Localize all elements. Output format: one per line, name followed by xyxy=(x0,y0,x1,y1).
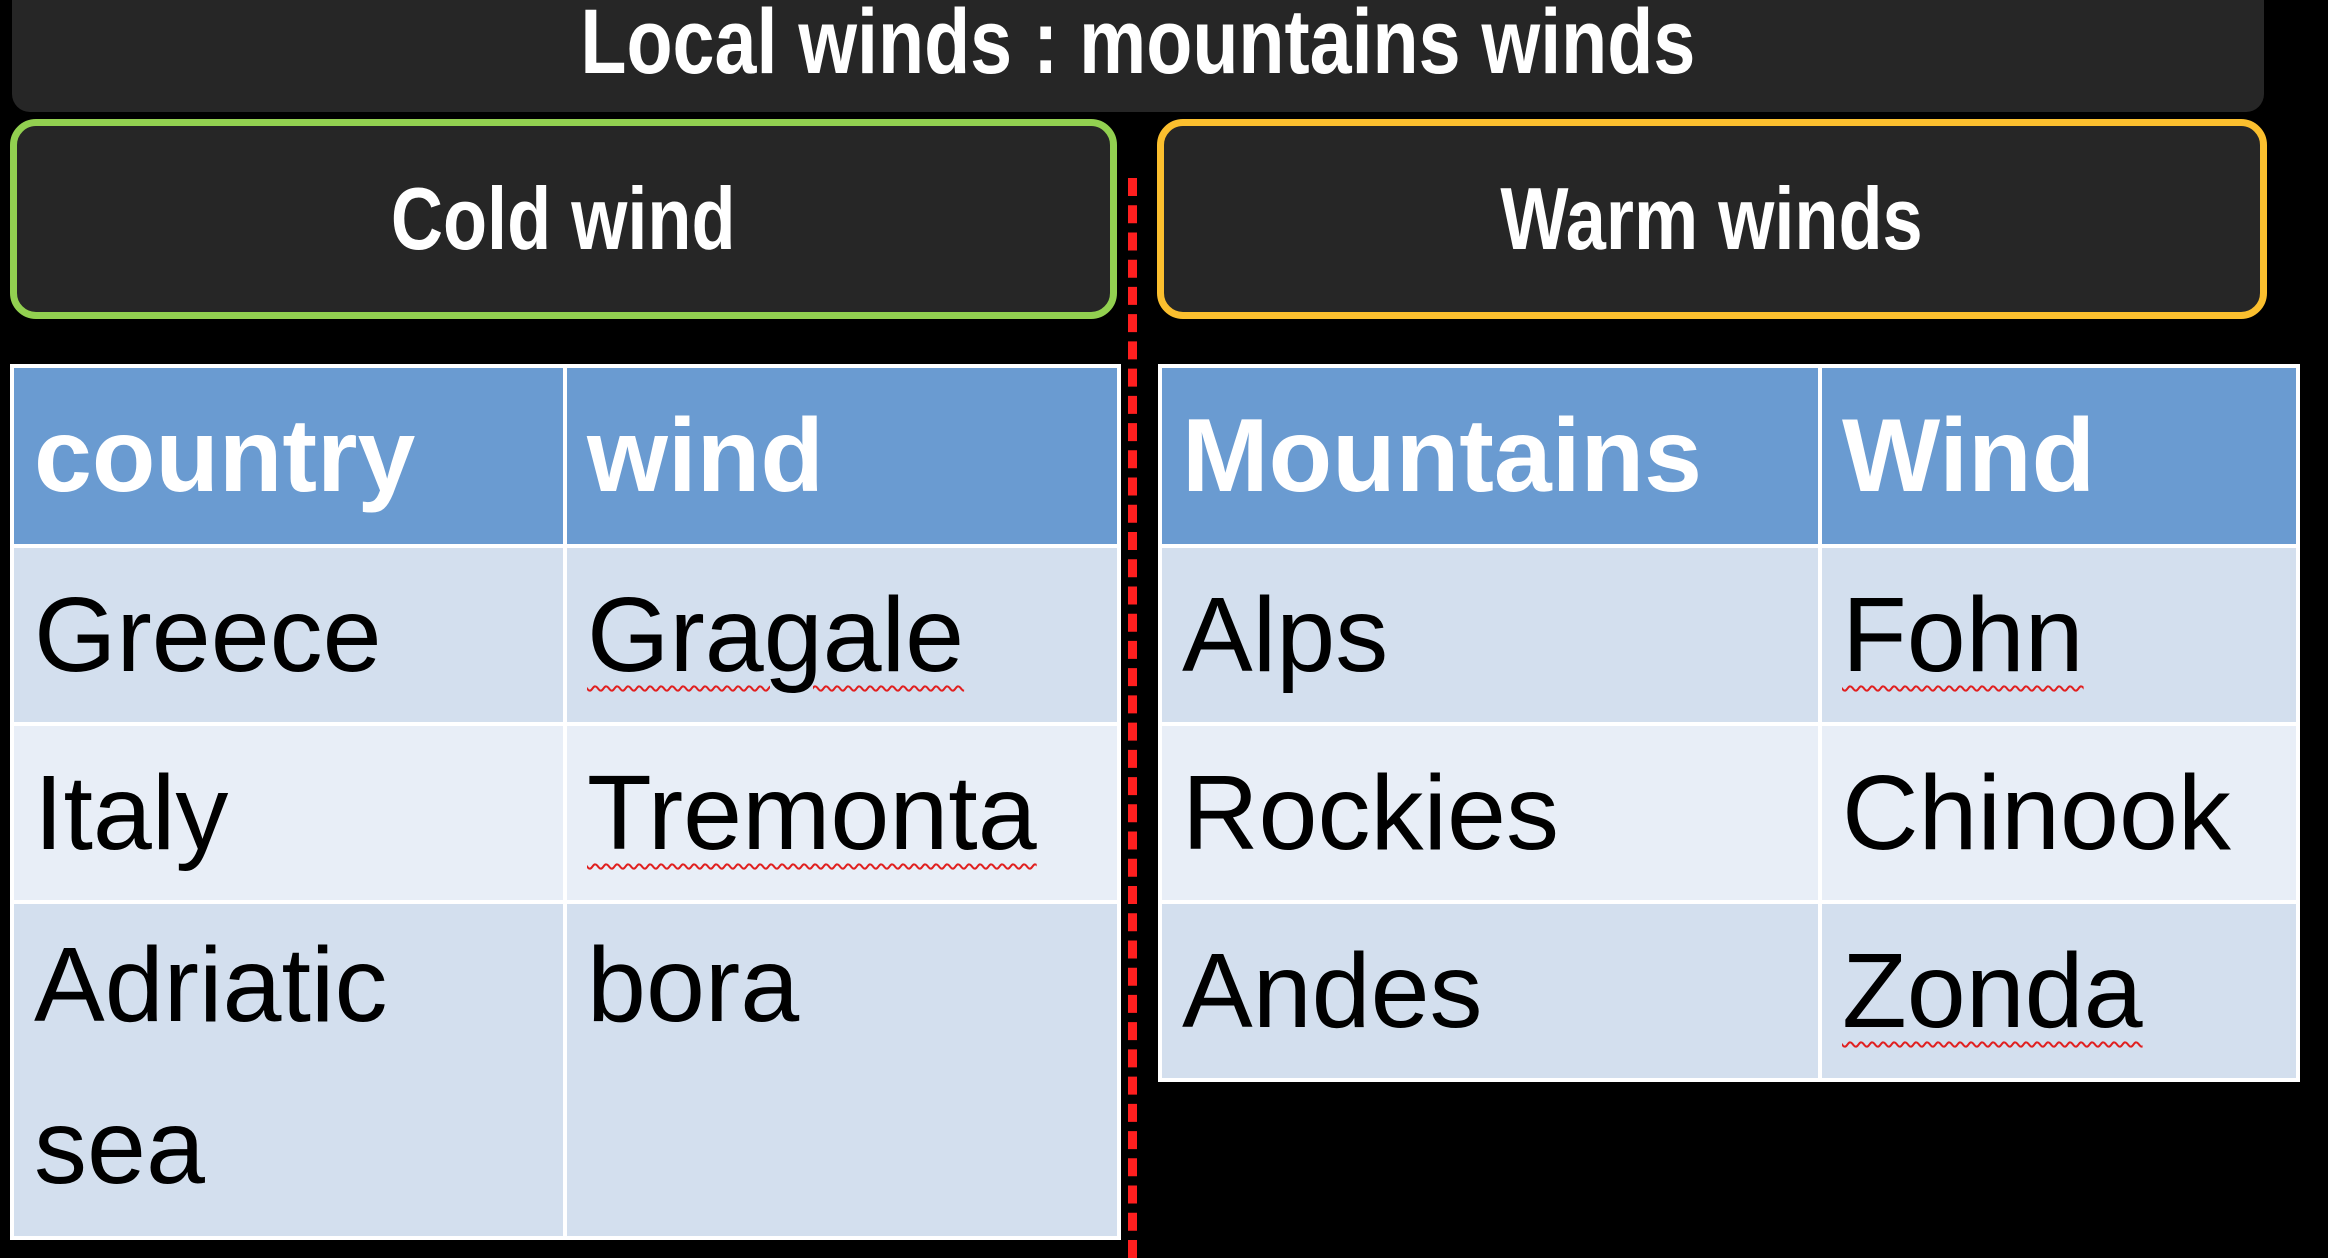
table-header-row: Mountains Wind xyxy=(1158,364,2300,548)
slide-title: Local winds : mountains winds xyxy=(580,0,1696,93)
wind-cell: Tremonta xyxy=(563,722,1121,904)
cold-wind-heading-box: Cold wind xyxy=(10,119,1117,319)
dashed-divider xyxy=(1128,178,1137,1258)
table-row: Greece Gragale xyxy=(10,544,1121,726)
mountain-cell: Andes xyxy=(1158,900,1822,1082)
cold-wind-heading: Cold wind xyxy=(391,169,736,268)
wind-name: Fohn xyxy=(1842,576,2084,694)
wind-name: Tremonta xyxy=(587,754,1037,872)
wind-name: Gragale xyxy=(587,576,965,694)
wind-name: Zonda xyxy=(1842,932,2143,1050)
wind-cell: bora xyxy=(563,900,1121,1240)
table-row: Andes Zonda xyxy=(1158,900,2300,1082)
wind-cell: Fohn xyxy=(1818,544,2300,726)
column-header-mountains: Mountains xyxy=(1158,364,1822,548)
mountain-cell: Alps xyxy=(1158,544,1822,726)
country-cell: Adriatic sea xyxy=(10,900,567,1240)
table-row: Adriatic sea bora xyxy=(10,900,1121,1240)
wind-cell: Gragale xyxy=(563,544,1121,726)
mountain-cell: Rockies xyxy=(1158,722,1822,904)
column-header-wind: wind xyxy=(563,364,1121,548)
wind-cell: Zonda xyxy=(1818,900,2300,1082)
cold-wind-table: country wind Greece Gragale Italy Tremon… xyxy=(10,364,1121,1240)
warm-winds-table: Mountains Wind Alps Fohn Rockies Chinook… xyxy=(1158,364,2300,1082)
table-row: Italy Tremonta xyxy=(10,722,1121,904)
column-header-country: country xyxy=(10,364,567,548)
table-row: Alps Fohn xyxy=(1158,544,2300,726)
country-cell: Italy xyxy=(10,722,567,904)
wind-cell: Chinook xyxy=(1818,722,2300,904)
table-row: Rockies Chinook xyxy=(1158,722,2300,904)
country-cell: Greece xyxy=(10,544,567,726)
slide-title-bar: Local winds : mountains winds xyxy=(12,0,2264,112)
table-header-row: country wind xyxy=(10,364,1121,548)
column-header-wind: Wind xyxy=(1818,364,2300,548)
warm-winds-heading: Warm winds xyxy=(1500,169,1924,268)
warm-winds-heading-box: Warm winds xyxy=(1157,119,2267,319)
